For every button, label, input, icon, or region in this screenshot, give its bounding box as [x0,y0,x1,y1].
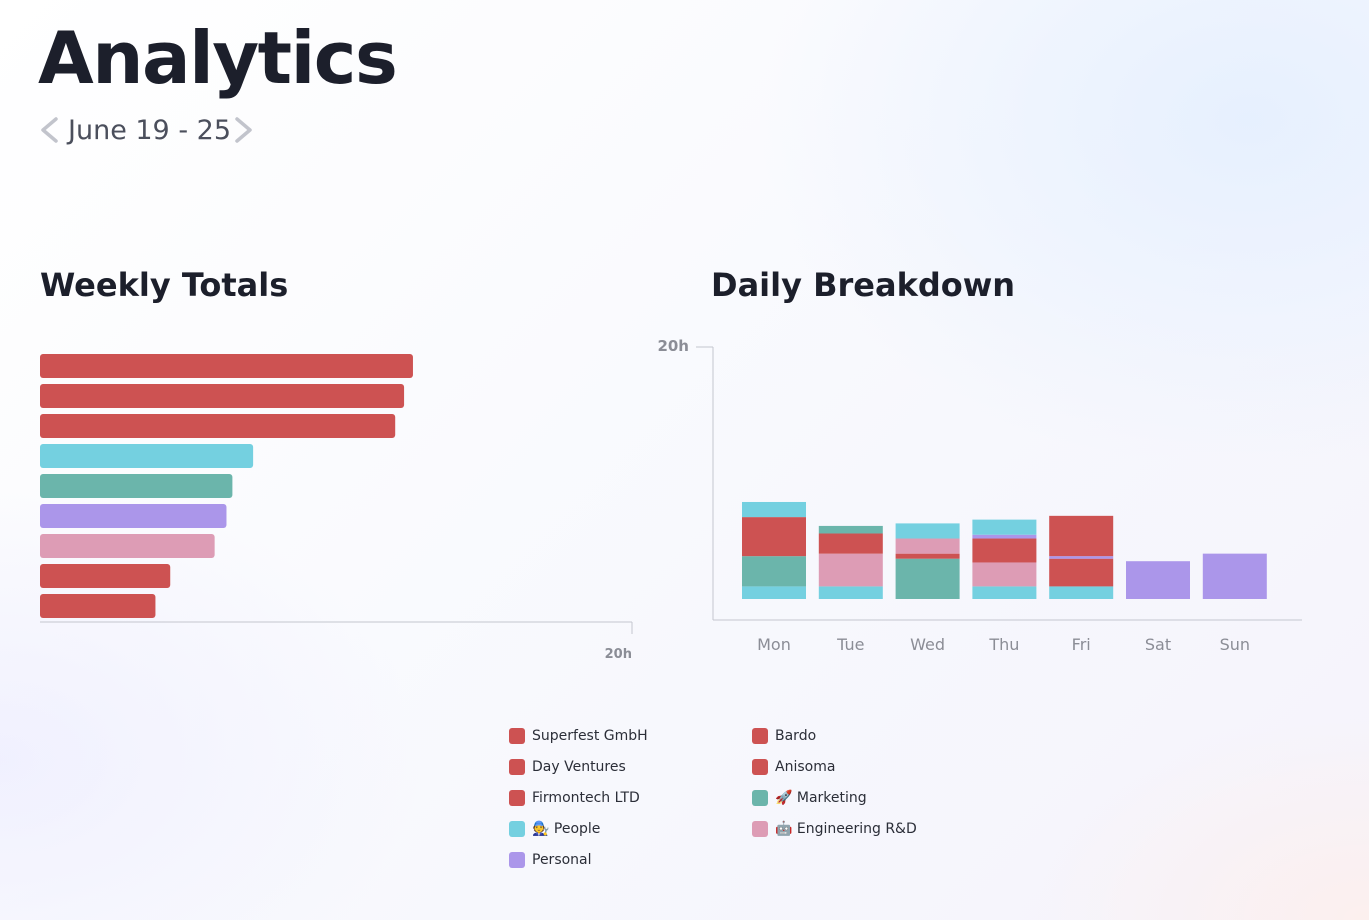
weekly-bar-bardo[interactable] [40,564,171,588]
daily-breakdown-chart: 20h Mon Tue Wed Thu Fri Sat Sun [657,337,1302,654]
legend-item-superfest-gmbh[interactable]: Superfest GmbH [509,726,752,746]
weekly-totals-chart: 20h [40,354,633,662]
weekly-x-tick-label: 20h [605,647,632,662]
legend-item-bardo[interactable]: Bardo [752,726,995,746]
legend-label: Bardo [775,728,817,744]
weekly-bar-superfest-gmbh[interactable] [40,354,413,378]
daily-segment-fri-client-work-2[interactable] [1049,515,1114,557]
legend-label: Superfest GmbH [532,728,648,744]
legend-swatch [752,759,768,775]
next-week-button[interactable] [233,113,255,147]
weekly-totals-title: Weekly Totals [40,266,289,304]
daily-y-tick-label: 20h [657,337,689,355]
daily-segment-thu-client-work[interactable] [972,538,1037,563]
legend-label: Personal [532,852,592,868]
daily-breakdown-title: Daily Breakdown [711,266,1016,304]
legend-swatch [509,728,525,744]
daily-segment-thu-people[interactable] [972,586,1037,599]
weekly-bar-marketing[interactable] [40,474,233,498]
daily-x-label-fri: Fri [1072,635,1091,654]
weekly-bar-day-ventures[interactable] [40,384,405,408]
daily-segment-wed-engineering-r-d-2[interactable] [895,538,960,554]
weekly-bar-anisoma[interactable] [40,594,156,618]
weekly-bar-engineering-r-d[interactable] [40,534,215,558]
daily-x-label-tue: Tue [836,635,864,654]
legend-swatch [509,790,525,806]
daily-segment-wed-people-2[interactable] [895,523,960,539]
daily-x-label-thu: Thu [988,635,1019,654]
legend-item-marketing[interactable]: 🚀 Marketing [752,788,995,808]
weekly-bar-firmontech-ltd[interactable] [40,414,396,438]
legend-label: Firmontech LTD [532,790,640,806]
daily-segment-thu-engineering-r-d[interactable] [972,562,1037,587]
daily-segment-fri-personal[interactable] [1049,556,1114,559]
chart-legend: Superfest GmbH Bardo Day Ventures Anisoma Fi… [509,726,1029,870]
chevron-right-icon [235,117,252,143]
legend-swatch [509,821,525,837]
daily-segment-mon-client-work[interactable] [742,517,806,557]
daily-segment-tue-client-work[interactable] [818,533,883,554]
daily-x-label-sat: Sat [1145,635,1171,654]
daily-segment-sat-personal[interactable] [1126,561,1190,599]
legend-label: 🧑‍🔧 People [532,821,601,837]
daily-segment-tue-marketing-2[interactable] [818,525,883,534]
daily-segment-mon-marketing[interactable] [742,556,806,587]
daily-segment-wed-client-work[interactable] [895,553,960,559]
date-navigator: June 19 - 25 [38,110,255,150]
daily-segment-fri-client-work[interactable] [1049,558,1114,587]
page-title: Analytics [38,16,398,100]
daily-segment-wed-marketing[interactable] [895,558,960,599]
legend-swatch [509,852,525,868]
legend-item-personal[interactable]: Personal [509,850,752,870]
legend-swatch [752,728,768,744]
legend-label: 🤖 Engineering R&D [775,821,917,837]
prev-week-button[interactable] [38,113,60,147]
legend-label: 🚀 Marketing [775,790,867,806]
legend-item-day-ventures[interactable]: Day Ventures [509,757,752,777]
daily-segment-sun-personal[interactable] [1202,553,1267,599]
daily-x-label-sun: Sun [1220,635,1250,654]
legend-label: Day Ventures [532,759,626,775]
daily-x-label-wed: Wed [910,635,945,654]
weekly-bar-people[interactable] [40,444,254,468]
legend-item-people[interactable]: 🧑‍🔧 People [509,819,752,839]
daily-x-label-mon: Mon [757,635,791,654]
weekly-bar-personal[interactable] [40,504,227,528]
chevron-left-icon [41,117,58,143]
daily-segment-fri-people[interactable] [1049,586,1114,599]
legend-swatch [509,759,525,775]
legend-label: Anisoma [775,759,836,775]
daily-segment-mon-people[interactable] [742,586,806,599]
daily-segment-mon-people-2[interactable] [742,501,806,518]
daily-segment-tue-engineering-r-d[interactable] [818,553,883,587]
date-range-label: June 19 - 25 [68,114,232,146]
daily-segment-thu-people-2[interactable] [972,519,1037,535]
daily-segment-thu-personal[interactable] [972,534,1037,539]
legend-item-engineering-r-d[interactable]: 🤖 Engineering R&D [752,819,995,839]
daily-segment-tue-people[interactable] [818,586,883,599]
legend-item-anisoma[interactable]: Anisoma [752,757,995,777]
legend-item-firmontech-ltd[interactable]: Firmontech LTD [509,788,752,808]
legend-swatch [752,821,768,837]
legend-swatch [752,790,768,806]
